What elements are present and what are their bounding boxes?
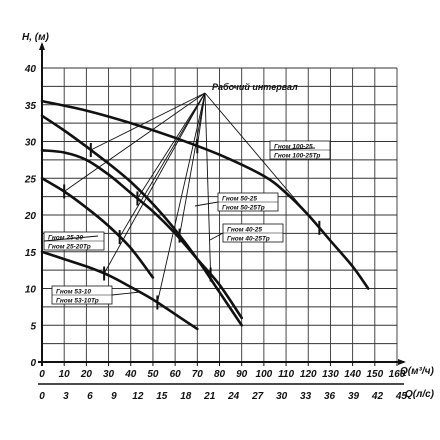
x-tick-label-ls: 36 bbox=[324, 391, 336, 402]
x-tick-label-ls: 18 bbox=[180, 391, 192, 402]
annotation-leader bbox=[204, 92, 320, 229]
y-axis-arrow bbox=[39, 42, 45, 50]
x-tick-label-ls: 24 bbox=[227, 391, 240, 402]
chart-curves bbox=[40, 99, 370, 331]
performance-curve bbox=[40, 99, 370, 290]
x-tick-label-ls: 33 bbox=[300, 391, 312, 402]
y-tick-label: 25 bbox=[24, 174, 37, 185]
y-tick-label: 30 bbox=[25, 138, 37, 149]
x-tick-label-m3h: 150 bbox=[366, 369, 383, 380]
y-axis-title: H, (м) bbox=[22, 32, 50, 43]
annotation-leader bbox=[179, 92, 206, 236]
series-label: Гном 40-25 bbox=[227, 227, 262, 234]
x-tick-label-ls: 39 bbox=[348, 391, 360, 402]
x-tick-label-ls: 21 bbox=[203, 391, 216, 402]
series-label: Гном 53-10 bbox=[56, 289, 91, 296]
chart-axes bbox=[38, 42, 406, 385]
series-labels: Гном 100-25 Гном 100-25Тр Гном 50-25 Гном 5… bbox=[43, 140, 331, 305]
y-tick-label: 15 bbox=[25, 248, 37, 259]
x-tick-label-m3h: 20 bbox=[80, 369, 93, 380]
series-label: Гном 100-25 bbox=[274, 144, 313, 151]
x-axis-arrow bbox=[398, 359, 406, 365]
working-range-annotation: Рабочий интервал bbox=[212, 82, 298, 92]
x-tick-label-ls: 6 bbox=[87, 391, 93, 402]
annotation-leader bbox=[103, 92, 206, 274]
x-tick-label-ls: 30 bbox=[276, 391, 288, 402]
annotation-leader bbox=[137, 92, 206, 199]
x-tick-label-m3h: 40 bbox=[124, 369, 137, 380]
performance-curve bbox=[40, 250, 199, 331]
x-tick-label-ls: 9 bbox=[111, 391, 117, 402]
y-tick-label: 5 bbox=[30, 321, 36, 332]
x-axis-title-m3h: Q(м³/ч) bbox=[400, 366, 434, 377]
performance-curve bbox=[40, 114, 243, 327]
series-label-leader bbox=[269, 147, 316, 151]
annotation-leader bbox=[204, 92, 212, 275]
x-tick-label-m3h: 100 bbox=[256, 369, 273, 380]
y-tick-label: 40 bbox=[24, 64, 37, 75]
x-tick-label-m3h: 120 bbox=[300, 369, 317, 380]
y-tick-label: 0 bbox=[30, 358, 36, 369]
x-axis-title-ls: Q(л/с) bbox=[405, 389, 435, 400]
series-label-variant: Гном 100-25Тр bbox=[274, 153, 320, 160]
annotation-leaders bbox=[63, 92, 320, 303]
performance-curve bbox=[40, 149, 243, 320]
x-tick-label-m3h: 110 bbox=[278, 369, 294, 380]
series-label: Гном 50-25 bbox=[222, 196, 257, 203]
annotation-leader bbox=[156, 92, 206, 303]
x-tick-label-ls: 42 bbox=[371, 391, 384, 402]
series-label-leader bbox=[111, 291, 141, 296]
x-tick-label-m3h: 0 bbox=[39, 369, 45, 380]
x-tick-label-ls: 15 bbox=[156, 391, 168, 402]
series-label: Гном 25-20 bbox=[48, 235, 83, 242]
x-tick-label-m3h: 140 bbox=[344, 369, 361, 380]
series-label-variant: Гном 25-20Тр bbox=[48, 244, 91, 251]
x-tick-label-m3h: 90 bbox=[236, 369, 248, 380]
x-tick-label-m3h: 70 bbox=[192, 369, 204, 380]
x-tick-label-ls: 45 bbox=[395, 391, 408, 402]
x-tick-label-ls: 27 bbox=[251, 391, 264, 402]
series-label-leader bbox=[194, 201, 219, 207]
series-label-leader bbox=[43, 235, 99, 242]
x-tick-label-m3h: 50 bbox=[147, 369, 159, 380]
series-label-leader bbox=[209, 232, 224, 241]
annotation-leader bbox=[119, 92, 206, 238]
x-tick-label-ls: 0 bbox=[39, 391, 45, 402]
annotation-leader bbox=[90, 92, 206, 151]
x-tick-label-m3h: 30 bbox=[103, 369, 115, 380]
x-tick-label-m3h: 60 bbox=[170, 369, 182, 380]
y-tick-label: 10 bbox=[25, 285, 37, 296]
annotation-leader bbox=[63, 92, 206, 192]
series-label-variant: Гном 50-25Тр bbox=[222, 205, 265, 212]
x-tick-label-ls: 3 bbox=[63, 391, 69, 402]
x-tick-label-ls: 12 bbox=[132, 391, 144, 402]
series-label-variant: Гном 53-10Тр bbox=[56, 298, 99, 305]
performance-curve bbox=[40, 177, 155, 279]
y-tick-label: 20 bbox=[24, 211, 37, 222]
x-tick-label-m3h: 80 bbox=[214, 369, 226, 380]
series-label-variant: Гном 40-25Тр bbox=[227, 236, 270, 243]
x-tick-label-m3h: 160 bbox=[389, 369, 406, 380]
x-tick-label-m3h: 130 bbox=[322, 369, 339, 380]
x-tick-label-m3h: 10 bbox=[59, 369, 71, 380]
y-tick-label: 35 bbox=[25, 101, 37, 112]
